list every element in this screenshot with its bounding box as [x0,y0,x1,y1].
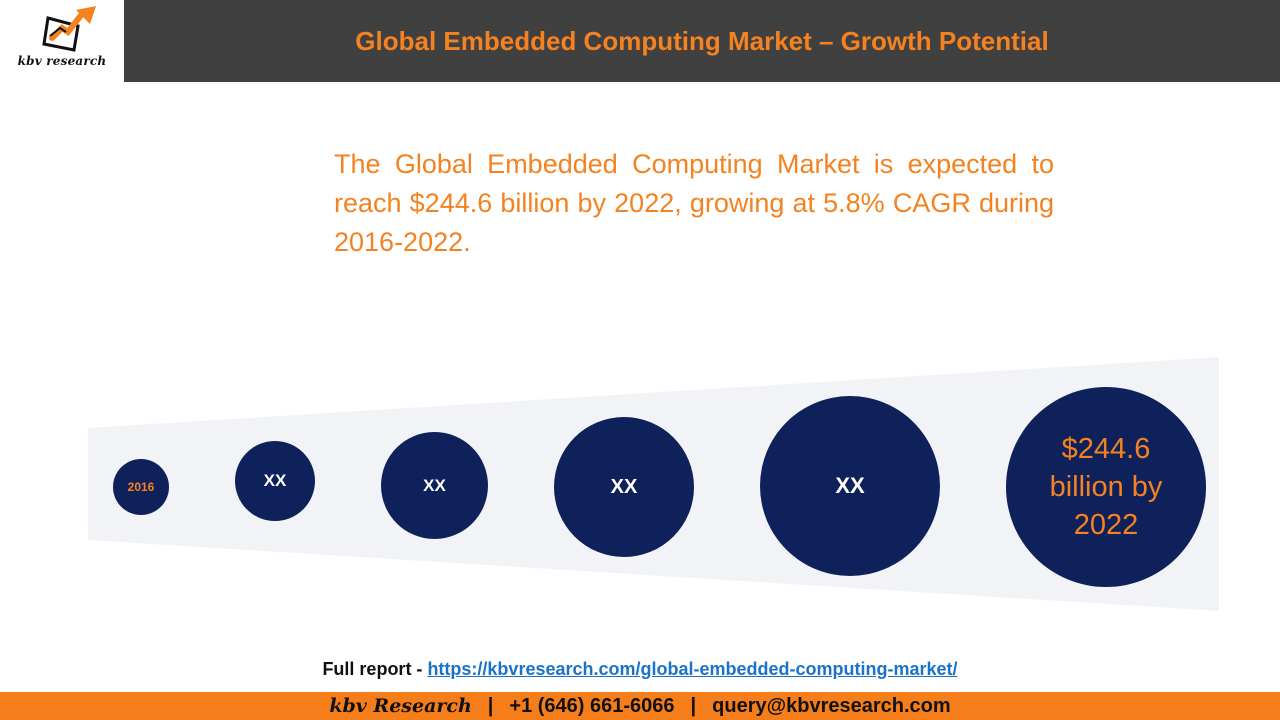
growth-circle-2022: $244.6 billion by 2022 [1006,387,1206,587]
growth-circle-xx: XX [381,432,488,539]
report-link[interactable]: https://kbvresearch.com/global-embedded-… [427,659,958,679]
logo-text: kbv research [17,54,107,68]
header-bar: Global Embedded Computing Market – Growt… [124,0,1280,82]
growth-circle-label: XX [610,475,638,498]
growth-circle-label: XX [835,473,865,498]
footer-bar: kbv Research | +1 (646) 661-6066 | query… [0,692,1280,720]
kbv-logo: kbv research [0,0,124,82]
chart-arrow-icon [42,6,96,52]
footer-brand: kbv Research [329,695,472,717]
growth-circle-xx: XX [235,441,315,521]
growth-circle-label: 2016 [127,480,155,494]
full-report-line: Full report - https://kbvresearch.com/gl… [0,659,1280,680]
growth-circle-label: XX [263,471,287,490]
growth-circle-label: $244.6 billion by 2022 [1049,433,1163,541]
growth-circle-xx: XX [554,417,694,557]
report-prefix: Full report - [322,659,428,679]
growth-circle-label: XX [423,475,446,495]
footer-separator: | [487,694,494,717]
footer-phone: +1 (646) 661-6066 [509,694,675,717]
market-description: The Global Embedded Computing Market is … [334,149,1054,257]
growth-circle-xx: XX [760,396,940,576]
growth-circle-2016: 2016 [113,459,169,515]
footer-separator: | [690,694,697,717]
footer-email: query@kbvresearch.com [712,694,951,717]
page-title: Global Embedded Computing Market – Growt… [355,26,1049,56]
